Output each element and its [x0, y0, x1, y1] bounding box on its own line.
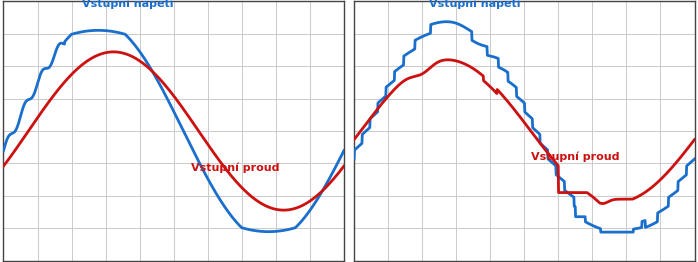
Text: Vstupní napětí: Vstupní napětí — [82, 0, 173, 9]
Text: Vstupní napětí: Vstupní napětí — [429, 0, 521, 9]
Text: Vstupní proud: Vstupní proud — [191, 162, 279, 173]
Text: Vstupní proud: Vstupní proud — [531, 152, 620, 162]
